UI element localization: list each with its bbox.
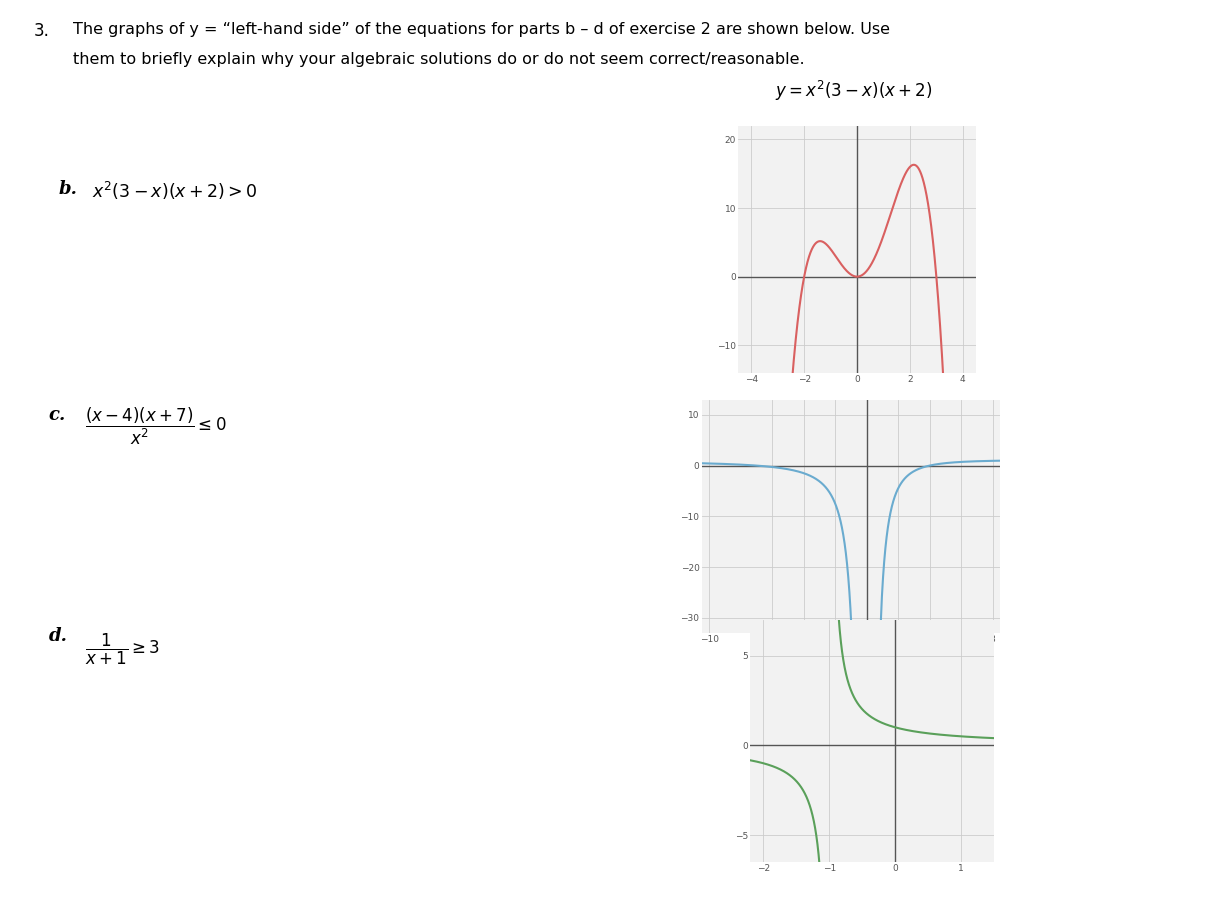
Text: c.: c. bbox=[49, 406, 66, 424]
Text: The graphs of ​y = “left-hand side” of the equations for parts b – d of exercise: The graphs of ​y = “left-hand side” of t… bbox=[73, 22, 891, 38]
Text: $y=\dfrac{1}{x+1}$: $y=\dfrac{1}{x+1}$ bbox=[837, 565, 910, 600]
Text: d.: d. bbox=[49, 627, 67, 645]
Text: $y=\dfrac{(x-4)(x+7)}{x^2}$: $y=\dfrac{(x-4)(x+7)}{x^2}$ bbox=[782, 333, 921, 374]
Text: $y=x^2(3-x)(x+2)$: $y=x^2(3-x)(x+2)$ bbox=[775, 79, 933, 103]
Text: $x^2(3-x)(x+2)>0$: $x^2(3-x)(x+2)>0$ bbox=[92, 180, 257, 202]
Text: $\dfrac{1}{x+1}\geq 3$: $\dfrac{1}{x+1}\geq 3$ bbox=[85, 632, 160, 667]
Text: $\dfrac{(x-4)(x+7)}{x^2}\leq 0$: $\dfrac{(x-4)(x+7)}{x^2}\leq 0$ bbox=[85, 406, 227, 447]
Text: b.: b. bbox=[59, 180, 77, 198]
Text: them to briefly explain why your algebraic solutions do or do not seem correct/r: them to briefly explain why your algebra… bbox=[73, 52, 805, 67]
Text: 3.: 3. bbox=[34, 22, 50, 40]
